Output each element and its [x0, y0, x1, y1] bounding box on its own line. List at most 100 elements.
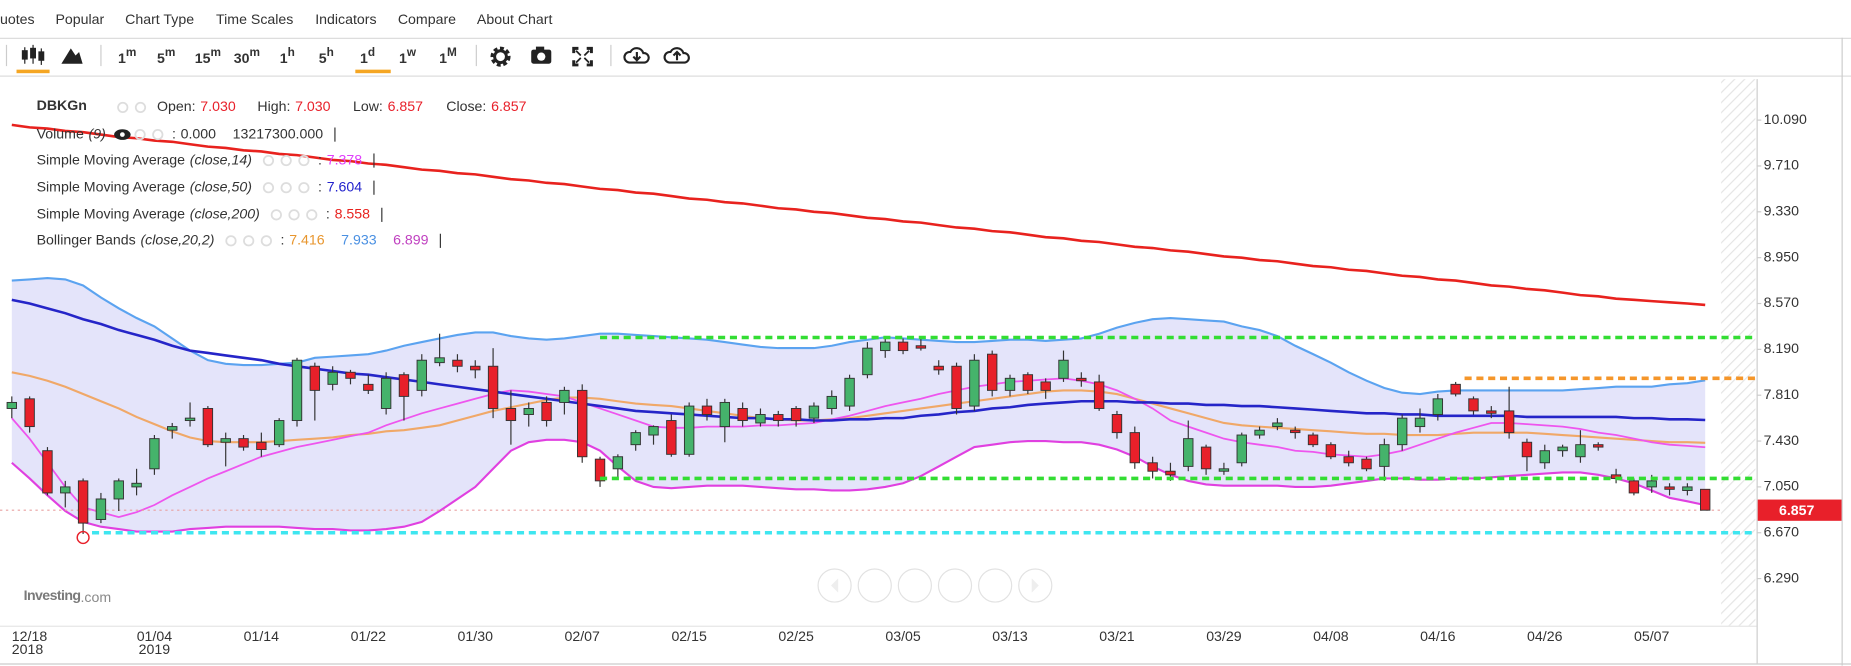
active-underline	[355, 69, 391, 74]
interval-button[interactable]: 1w	[399, 45, 417, 67]
remove-icon[interactable]	[152, 128, 164, 141]
candle	[1664, 483, 1675, 496]
menu-item[interactable]: uotes	[0, 12, 35, 28]
candle	[523, 402, 534, 427]
menu-item[interactable]: Time Scales	[216, 12, 293, 28]
remove-icon[interactable]	[260, 235, 272, 247]
candle-body	[808, 405, 820, 419]
remove-icon[interactable]	[298, 154, 310, 167]
snapshot-button[interactable]	[531, 46, 552, 64]
candle	[60, 480, 71, 508]
interval-button[interactable]: 15m	[195, 45, 221, 67]
candle	[790, 406, 802, 427]
candle	[773, 410, 784, 427]
candle-body	[363, 383, 374, 391]
interval-button[interactable]: 1d	[360, 45, 375, 67]
interval-button[interactable]: 1M	[439, 45, 457, 67]
interval-button[interactable]: 1h	[280, 45, 295, 67]
candle-body	[683, 405, 695, 455]
settings-icon[interactable]	[288, 209, 300, 221]
candle-body	[951, 365, 962, 409]
candle	[1236, 432, 1247, 467]
indicator-value: 8.558	[335, 207, 371, 223]
candle-body	[986, 353, 998, 391]
candle	[256, 432, 267, 457]
field-value: 6.857	[388, 99, 424, 115]
candle-body	[1307, 434, 1319, 446]
candle	[77, 478, 89, 534]
interval-button[interactable]: 5m	[157, 45, 175, 67]
interval-unit: m	[126, 45, 136, 59]
candle	[844, 374, 855, 411]
visibility-icon[interactable]	[262, 182, 275, 194]
zoom-out-button[interactable]	[937, 568, 973, 603]
settings-icon[interactable]	[280, 154, 292, 167]
candle	[1307, 432, 1319, 448]
candle	[1290, 426, 1301, 439]
zoom-fit-button[interactable]	[978, 568, 1013, 603]
menu-item[interactable]: Chart Type	[125, 12, 194, 28]
candle	[559, 386, 570, 415]
candle-body	[1200, 446, 1212, 470]
candle-body	[1325, 444, 1337, 458]
candle	[986, 350, 998, 397]
logo-suffix: .com	[80, 590, 111, 606]
y-tick-label: 8.190	[1764, 341, 1800, 357]
download-button[interactable]	[623, 47, 650, 64]
area-button[interactable]	[61, 48, 83, 64]
candle	[915, 338, 927, 351]
settings-button[interactable]	[490, 46, 511, 67]
menu-item[interactable]: Indicators	[315, 12, 376, 28]
y-tick-label: 9.330	[1764, 204, 1800, 220]
zoom-reset-button[interactable]	[897, 568, 932, 603]
upload-button[interactable]	[663, 47, 690, 64]
indicator-value: 7.933	[341, 233, 377, 249]
settings-icon[interactable]	[280, 182, 292, 194]
candle-body	[42, 450, 53, 494]
indicator-params: (close,20,2)	[140, 233, 214, 249]
candle-body	[345, 371, 356, 379]
interval-unit: m	[211, 45, 222, 59]
candle-body	[398, 374, 410, 397]
menu-bar	[0, 0, 1851, 38]
x-tick-label: 02/15	[671, 629, 707, 645]
toggle-icon[interactable]	[117, 101, 129, 114]
menu-item[interactable]: Compare	[398, 12, 456, 28]
candle	[1450, 381, 1461, 397]
zoom-in-button[interactable]	[857, 568, 892, 603]
candles-button[interactable]	[21, 44, 45, 65]
candle	[897, 338, 909, 355]
interval-unit: M	[447, 45, 457, 59]
fullscreen-button[interactable]	[572, 46, 593, 67]
settings-icon[interactable]	[243, 235, 255, 247]
candle	[1557, 444, 1568, 457]
remove-icon[interactable]	[306, 209, 318, 221]
candle-body	[826, 395, 837, 409]
interval-unit: h	[288, 45, 295, 59]
remove-icon[interactable]	[298, 182, 310, 194]
indicator-value: 7.416	[289, 233, 325, 249]
candle-body	[1628, 480, 1640, 494]
settings-icon[interactable]	[134, 101, 147, 114]
settings-icon[interactable]	[134, 128, 146, 141]
candle-body	[220, 438, 231, 443]
candle-body	[184, 417, 196, 422]
interval-button[interactable]: 5h	[319, 45, 334, 67]
indicator-name: Simple Moving Average	[37, 207, 186, 223]
visibility-icon[interactable]	[270, 209, 282, 221]
interval-button[interactable]: 1m	[118, 45, 136, 67]
candle	[470, 360, 481, 379]
candle-body	[577, 389, 588, 458]
interval-button[interactable]: 30m	[234, 45, 260, 67]
candle-body	[933, 365, 944, 371]
visibility-icon[interactable]	[225, 235, 237, 247]
candle	[755, 408, 766, 427]
candle	[1432, 393, 1444, 421]
candle-body	[77, 480, 89, 524]
candle-body	[790, 408, 802, 422]
menu-item[interactable]: Popular	[55, 12, 104, 28]
candle-body	[541, 401, 552, 422]
candle	[220, 432, 231, 467]
menu-item[interactable]: About Chart	[477, 12, 553, 28]
visibility-icon[interactable]	[262, 154, 275, 167]
